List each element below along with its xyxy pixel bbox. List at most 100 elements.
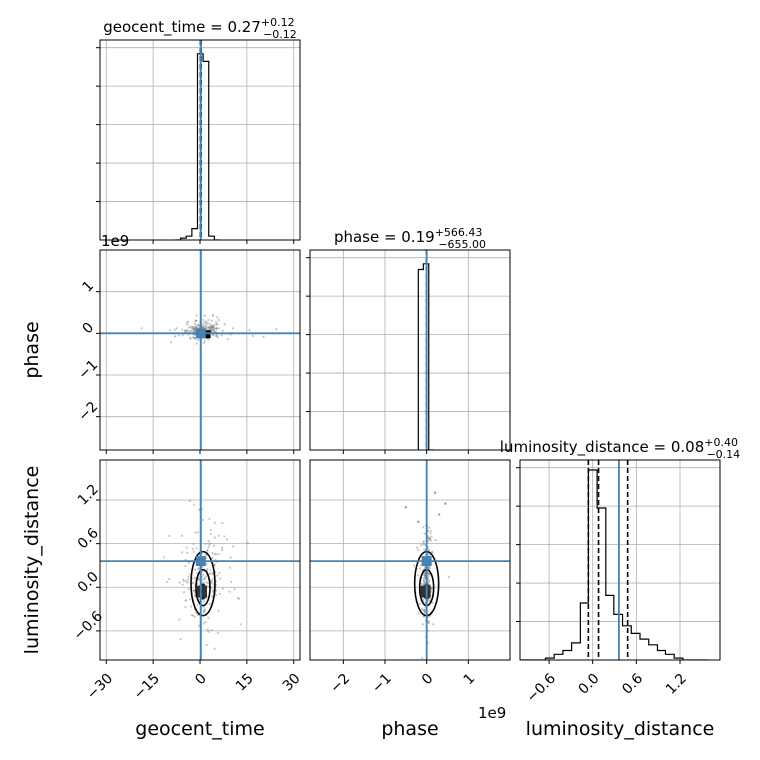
sample-point (210, 325, 213, 328)
sample-point (193, 503, 196, 506)
x-tick-label: 0.6 (619, 671, 646, 698)
y-tick-label: −0.6 (71, 608, 106, 643)
panel-luminosity_distance-vs-luminosity_distance: luminosity_distance = 0.08+0.40 −0.14 −0.6… (500, 436, 740, 706)
sample-point (275, 328, 278, 331)
sample-point (209, 532, 213, 536)
sample-point (209, 323, 212, 326)
sample-point (421, 657, 424, 660)
sample-point (192, 336, 195, 339)
sample-point (184, 605, 187, 609)
sample-point (204, 324, 207, 327)
sample-point (195, 319, 198, 322)
sample-point (213, 647, 216, 650)
sample-point (169, 329, 172, 332)
sample-point (424, 576, 427, 579)
sample-point (203, 314, 206, 317)
sample-point (423, 566, 427, 569)
sample-point (217, 609, 220, 612)
sample-point (215, 328, 218, 331)
sample-point (211, 325, 214, 329)
sample-point (417, 612, 420, 615)
sample-point (210, 581, 213, 584)
sample-point (228, 566, 231, 569)
x-tick-label: 1.2 (663, 671, 690, 698)
sample-point (195, 314, 198, 317)
sample-point (193, 322, 197, 326)
sample-point (196, 531, 200, 534)
panel-phase-vs-phase: phase = 0.19+566.43 −655.00 (306, 226, 511, 454)
panel-content (520, 460, 720, 660)
x-tick-label: −30 (84, 671, 116, 703)
sample-point (187, 561, 190, 564)
sample-point (204, 620, 207, 624)
sample-point (196, 683, 198, 685)
sample-point (194, 337, 197, 340)
sample-point (182, 578, 185, 581)
x-tick-label: −15 (131, 671, 163, 703)
y-tick-label: 1.2 (75, 482, 102, 509)
x-axis-label-geocent_time: geocent_time (135, 718, 264, 740)
sample-point (213, 521, 216, 524)
sample-point (193, 327, 196, 330)
sample-point (213, 536, 217, 539)
x-tick-label: 0.0 (576, 671, 603, 698)
sample-point (262, 335, 265, 339)
x-offset-text-phase: 1e9 (478, 704, 506, 722)
sample-point (202, 611, 205, 614)
sample-point (188, 325, 191, 329)
sample-point (207, 616, 210, 619)
density-block (420, 585, 431, 598)
sample-point (428, 567, 431, 570)
sample-point (246, 542, 249, 545)
sample-point (192, 542, 195, 546)
sample-point (422, 583, 425, 586)
sample-point (427, 581, 430, 585)
sample-point (428, 554, 431, 557)
sample-point (212, 330, 215, 333)
sample-point (183, 330, 187, 333)
sample-point (427, 572, 430, 575)
sample-point (221, 548, 224, 551)
sample-point (203, 576, 206, 580)
sample-point (431, 601, 434, 604)
sample-point (174, 335, 177, 338)
sample-point (225, 538, 229, 541)
panel-content (310, 250, 510, 450)
sample-point (213, 563, 216, 566)
sample-point (209, 327, 212, 330)
sample-point (212, 582, 215, 585)
y-tick-label: −1 (75, 357, 101, 383)
sample-point (181, 328, 184, 331)
sample-point (193, 568, 197, 571)
sample-point (167, 578, 171, 581)
sample-point (202, 600, 205, 603)
sample-point (428, 669, 430, 671)
sample-point (431, 551, 434, 554)
sample-point (201, 518, 205, 522)
sample-point (217, 553, 220, 556)
title-err-minus: −0.14 (706, 448, 740, 461)
sample-point (192, 336, 195, 339)
sample-point (233, 587, 236, 591)
sample-point (193, 337, 196, 340)
sample-point (423, 574, 426, 577)
sample-point (188, 330, 191, 333)
sample-point (193, 330, 196, 333)
sample-point (429, 532, 432, 535)
sample-point (210, 580, 213, 583)
sample-point (216, 336, 219, 339)
title-err-plus: +566.43 (435, 226, 483, 239)
sample-point (432, 623, 435, 626)
sample-point (190, 329, 193, 333)
sample-point (423, 609, 426, 613)
sample-point (239, 623, 242, 626)
sample-point (197, 323, 200, 327)
sample-point (187, 575, 190, 578)
sample-point (248, 328, 251, 332)
title-value: luminosity_distance = 0.08 (500, 438, 704, 457)
sample-point (427, 580, 431, 583)
sample-point (423, 572, 426, 575)
sample-point (206, 326, 209, 329)
sample-point (416, 546, 419, 549)
sample-point (424, 576, 427, 580)
